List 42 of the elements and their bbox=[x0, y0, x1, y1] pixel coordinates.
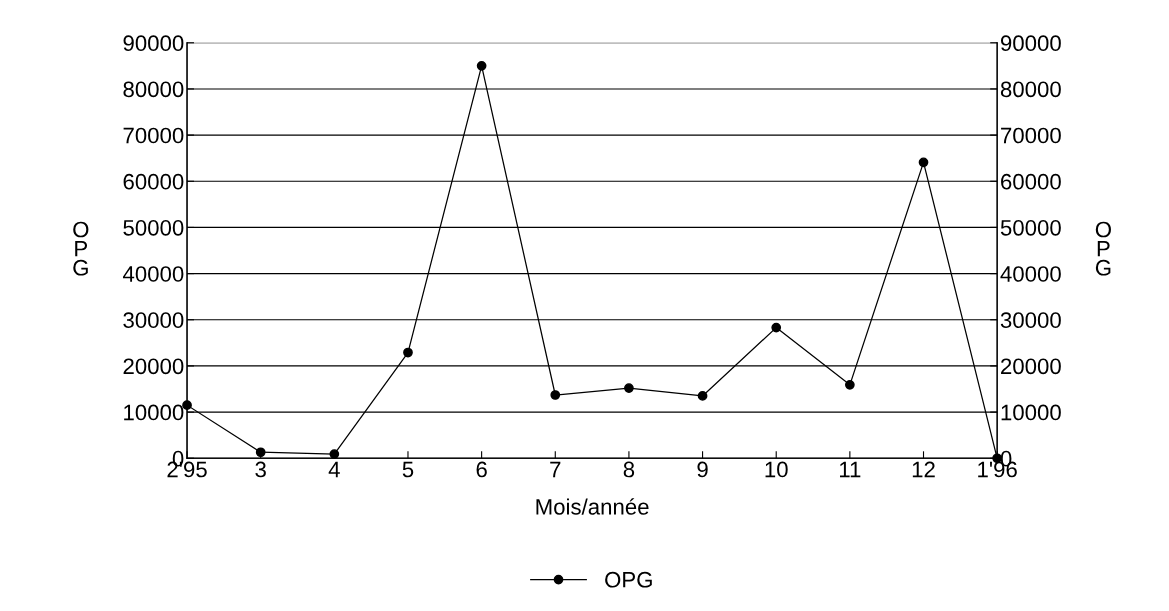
y-tick-label: 40000 bbox=[122, 266, 184, 282]
y2-axis-title: OPG bbox=[1095, 221, 1111, 276]
y2-tick-label: 20000 bbox=[1001, 358, 1061, 375]
y2-tick-label: 40000 bbox=[1000, 266, 1061, 282]
x-tick-label: 8 bbox=[623, 461, 635, 478]
x-tick-label: 3 bbox=[255, 461, 266, 478]
y2-tick-label: 70000 bbox=[1001, 127, 1061, 144]
point bbox=[771, 322, 782, 333]
y-tick-label: 80000 bbox=[123, 81, 184, 98]
point bbox=[845, 379, 855, 390]
x-tick-label: 4 bbox=[328, 461, 340, 478]
point bbox=[255, 447, 266, 458]
point bbox=[403, 347, 413, 358]
point bbox=[329, 449, 340, 459]
x-axis-title: Mois/année bbox=[536, 498, 649, 515]
y-tick-label: 30000 bbox=[123, 312, 184, 329]
point bbox=[624, 383, 634, 393]
point bbox=[476, 60, 487, 71]
y2-tick-label: 10000 bbox=[1001, 404, 1061, 421]
y2-tick-label: 60000 bbox=[1001, 173, 1061, 190]
y-tick-label: 90000 bbox=[123, 35, 184, 52]
y2-tick-label: 80000 bbox=[1000, 81, 1061, 98]
y-tick-label: 50000 bbox=[123, 219, 184, 236]
x-tick-label: 6 bbox=[476, 461, 487, 478]
x-tick-label: 9 bbox=[697, 461, 708, 478]
x-tick-label: 12 bbox=[912, 461, 935, 478]
y-tick-label: 70000 bbox=[123, 127, 184, 144]
legend-label: OPG bbox=[605, 571, 652, 588]
y-axis-title: OPG bbox=[73, 221, 89, 276]
y2-tick-label: 30000 bbox=[1000, 312, 1061, 329]
y-tick-label: 20000 bbox=[123, 358, 184, 375]
x-tick-label: 11 bbox=[840, 461, 861, 478]
point bbox=[918, 157, 929, 168]
y2-tick-label: 50000 bbox=[1000, 219, 1061, 236]
y-tick-label: 60000 bbox=[123, 173, 184, 190]
x-tick-label: 7 bbox=[550, 461, 561, 478]
y2-tick-label: 90000 bbox=[1000, 35, 1061, 52]
point bbox=[550, 390, 561, 400]
x-tick-label: 5 bbox=[402, 461, 414, 478]
y-tick-label: 10000 bbox=[124, 404, 184, 421]
point bbox=[697, 391, 708, 401]
x-tick-label: 10 bbox=[765, 461, 788, 478]
